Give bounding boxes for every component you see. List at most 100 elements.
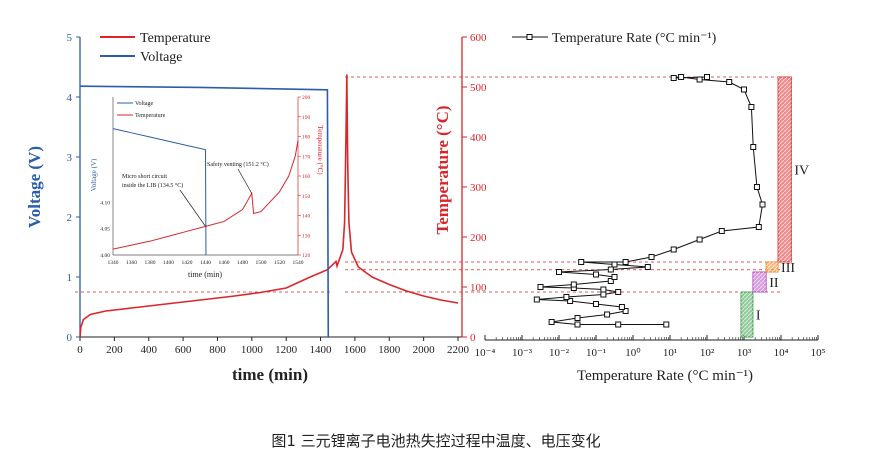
- rate-point: [607, 278, 614, 284]
- rate-point: [600, 291, 607, 298]
- inset-x-tick-label: 1420: [182, 260, 193, 266]
- rate-x-tick-label: 10⁻¹: [586, 347, 606, 359]
- inset-x-tick-label: 1500: [256, 260, 267, 266]
- rate-point: [593, 271, 599, 278]
- rate-point: [622, 308, 629, 314]
- rate-point: [670, 246, 677, 253]
- inset-legend-voltage: Voltage: [135, 101, 154, 107]
- inset-y-tick-label: 4.00: [100, 253, 110, 259]
- annotation-micro-short-2: inside the LIB (134.5 °C): [122, 182, 183, 189]
- y2-tick-label: 100: [470, 282, 487, 294]
- rate-point: [567, 298, 574, 304]
- inset-y2-tick-label: 130: [302, 233, 311, 239]
- voltage-series-line: [79, 85, 330, 338]
- rate-point: [726, 79, 733, 85]
- rate-point: [604, 311, 611, 318]
- rate-point: [611, 274, 618, 280]
- inset-y-axis-label: Voltage (V): [90, 158, 98, 191]
- rate-point: [574, 321, 581, 328]
- inset-legend-temperature: Temperature: [135, 113, 166, 119]
- rate-point: [574, 315, 581, 321]
- y-tick-label: 5: [67, 32, 73, 44]
- inset-x-tick-label: 1480: [237, 260, 248, 266]
- rate-point: [615, 289, 622, 295]
- rate-x-tick-label: 10²: [700, 347, 715, 359]
- y-tick-label: 0: [67, 332, 73, 344]
- stage-region-hatch: [741, 292, 753, 337]
- legend-label-rate: Temperature Rate (°C min⁻¹): [552, 31, 717, 46]
- inset-temperature-line: [112, 140, 299, 250]
- rate-series-line: [536, 76, 764, 325]
- y-tick-label: 4: [67, 92, 73, 104]
- inset-x-tick-label: 1360: [126, 260, 137, 266]
- y2-tick-label: 200: [470, 232, 487, 244]
- figure-caption: 图1 三元锂离子电池热失控过程中温度、电压变化: [271, 432, 601, 450]
- rate-point: [600, 286, 607, 293]
- inset-y2-tick-label: 170: [302, 154, 311, 160]
- x-tick-label: 1600: [344, 344, 367, 356]
- inset-voltage-line: [112, 128, 207, 256]
- inset-y2-tick-label: 190: [302, 115, 311, 121]
- rate-point: [670, 75, 677, 81]
- inset-x-tick-label: 1460: [219, 260, 230, 266]
- rate-x-tick-label: 10³: [737, 347, 752, 359]
- rate-x-tick-label: 10⁴: [774, 347, 789, 359]
- inset-y2-tick-label: 120: [302, 253, 311, 259]
- y-axis-label: Voltage (V): [25, 146, 44, 228]
- y-tick-label: 3: [67, 152, 73, 164]
- y-tick-label: 2: [67, 212, 73, 224]
- stage-region-hatch: [766, 262, 779, 272]
- x-tick-label: 1200: [275, 344, 298, 356]
- x-tick-label: 200: [106, 344, 123, 356]
- rate-x-axis-label: Temperature Rate (°C min⁻¹): [577, 368, 753, 384]
- annotation-safety-venting: Safety venting (151.2 °C): [207, 161, 269, 168]
- stage-label-III: III: [781, 261, 795, 276]
- inset-y-tick-label: 4.10: [100, 200, 110, 206]
- y2-tick-label: 300: [470, 182, 487, 194]
- rate-point: [593, 301, 599, 307]
- inset-x-tick-label: 1540: [293, 260, 304, 266]
- chart: 0 200 400 600 800 1000 1200 1400 1600 1800 2000 220…: [25, 31, 826, 384]
- rate-point: [748, 104, 755, 110]
- x-tick-label: 0: [77, 344, 83, 356]
- y2-tick-label: 600: [470, 32, 487, 44]
- y-tick-label: 1: [67, 272, 73, 284]
- rate-point: [548, 319, 555, 325]
- stage-label-I: I: [756, 309, 761, 324]
- annotation-arrow: [179, 189, 206, 227]
- legend-marker-rate: [526, 34, 533, 40]
- rate-x-tick-label: 10⁻⁴: [475, 347, 496, 359]
- rate-point: [615, 321, 622, 328]
- x-tick-label: 2000: [413, 344, 436, 356]
- inset-x-tick-label: 1380: [145, 260, 156, 266]
- y2-tick-label: 500: [470, 82, 487, 94]
- annotation-arrow: [237, 168, 253, 194]
- x-tick-label: 600: [175, 344, 192, 356]
- rate-point: [578, 259, 585, 265]
- inset-y2-tick-label: 180: [302, 135, 311, 141]
- rate-point: [704, 74, 710, 80]
- rate-x-tick-label: 10¹: [663, 347, 677, 359]
- inset-x-tick-label: 1340: [108, 260, 119, 266]
- inset-x-tick-label: 1440: [200, 260, 211, 266]
- rate-point: [563, 294, 570, 300]
- rate-point: [753, 184, 760, 190]
- x-tick-label: 1000: [241, 344, 264, 356]
- inset-y2-tick-label: 150: [302, 194, 311, 200]
- rate-point: [755, 224, 762, 230]
- rate-point: [718, 228, 725, 234]
- y2-tick-label: 0: [470, 332, 476, 344]
- rate-point: [678, 74, 685, 80]
- stage-region-hatch: [752, 272, 767, 292]
- inset-y-tick-label: 4.05: [100, 227, 110, 233]
- temperature-series-line: [79, 74, 459, 338]
- rate-x-tick-label: 10⁻²: [549, 347, 570, 359]
- y2-axis-label: Temperature (°C): [433, 105, 452, 234]
- x-tick-label: 1800: [378, 344, 401, 356]
- rate-point: [622, 259, 629, 265]
- legend-label-temperature: Temperature: [140, 31, 211, 46]
- rate-point: [556, 269, 562, 275]
- x-tick-label: 800: [209, 344, 226, 356]
- rate-point: [648, 254, 655, 260]
- x-tick-label: 2200: [447, 344, 470, 356]
